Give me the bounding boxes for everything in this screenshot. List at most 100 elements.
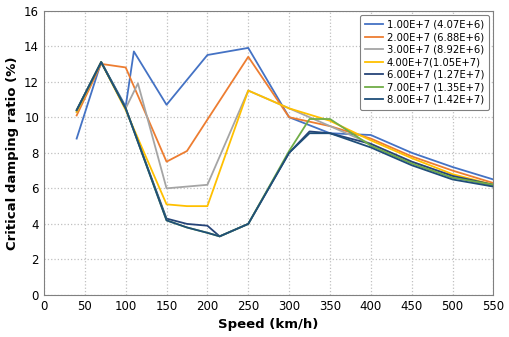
7.00E+7 (1.35E+7): [489, 183, 495, 187]
8.00E+7 (1.42E+7): [216, 234, 222, 238]
4.00E+7(1.05E+7): [245, 89, 251, 93]
7.00E+7 (1.35E+7): [122, 106, 128, 110]
7.00E+7 (1.35E+7): [367, 144, 373, 148]
2.00E+7 (6.88E+6): [122, 65, 128, 69]
1.00E+7 (4.07E+6): [73, 136, 79, 141]
Line: 1.00E+7 (4.07E+6): 1.00E+7 (4.07E+6): [76, 48, 492, 180]
2.00E+7 (6.88E+6): [408, 154, 414, 158]
Line: 8.00E+7 (1.42E+7): 8.00E+7 (1.42E+7): [76, 62, 492, 236]
1.00E+7 (4.07E+6): [163, 103, 169, 107]
6.00E+7 (1.27E+7): [245, 222, 251, 226]
7.00E+7 (1.35E+7): [73, 108, 79, 112]
1.00E+7 (4.07E+6): [245, 46, 251, 50]
Line: 3.00E+7 (8.92E+6): 3.00E+7 (8.92E+6): [76, 62, 492, 188]
7.00E+7 (1.35E+7): [245, 222, 251, 226]
6.00E+7 (1.27E+7): [216, 234, 222, 238]
3.00E+7 (8.92E+6): [163, 186, 169, 190]
8.00E+7 (1.42E+7): [489, 185, 495, 189]
4.00E+7(1.05E+7): [286, 106, 292, 110]
4.00E+7(1.05E+7): [98, 60, 104, 64]
3.00E+7 (8.92E+6): [184, 185, 190, 189]
8.00E+7 (1.42E+7): [367, 146, 373, 150]
6.00E+7 (1.27E+7): [163, 217, 169, 221]
7.00E+7 (1.35E+7): [216, 234, 222, 238]
2.00E+7 (6.88E+6): [163, 160, 169, 164]
7.00E+7 (1.35E+7): [448, 176, 455, 180]
6.00E+7 (1.27E+7): [184, 222, 190, 226]
7.00E+7 (1.35E+7): [306, 117, 312, 121]
8.00E+7 (1.42E+7): [326, 131, 332, 135]
1.00E+7 (4.07E+6): [122, 104, 128, 109]
1.00E+7 (4.07E+6): [286, 115, 292, 119]
7.00E+7 (1.35E+7): [326, 117, 332, 121]
1.00E+7 (4.07E+6): [367, 133, 373, 137]
4.00E+7(1.05E+7): [367, 138, 373, 142]
3.00E+7 (8.92E+6): [98, 60, 104, 64]
Line: 7.00E+7 (1.35E+7): 7.00E+7 (1.35E+7): [76, 62, 492, 236]
1.00E+7 (4.07E+6): [489, 178, 495, 182]
6.00E+7 (1.27E+7): [489, 183, 495, 187]
6.00E+7 (1.27E+7): [204, 224, 210, 228]
7.00E+7 (1.35E+7): [408, 161, 414, 165]
2.00E+7 (6.88E+6): [367, 136, 373, 141]
7.00E+7 (1.35E+7): [98, 60, 104, 64]
8.00E+7 (1.42E+7): [448, 178, 455, 182]
3.00E+7 (8.92E+6): [286, 106, 292, 110]
4.00E+7(1.05E+7): [122, 108, 128, 112]
3.00E+7 (8.92E+6): [204, 183, 210, 187]
1.00E+7 (4.07E+6): [130, 50, 136, 54]
4.00E+7(1.05E+7): [204, 204, 210, 208]
8.00E+7 (1.42E+7): [286, 151, 292, 155]
Y-axis label: Critical damping ratio (%): Critical damping ratio (%): [6, 56, 18, 249]
8.00E+7 (1.42E+7): [122, 106, 128, 110]
2.00E+7 (6.88E+6): [489, 181, 495, 185]
6.00E+7 (1.27E+7): [306, 129, 312, 133]
6.00E+7 (1.27E+7): [448, 174, 455, 178]
1.00E+7 (4.07E+6): [204, 53, 210, 57]
3.00E+7 (8.92E+6): [122, 106, 128, 110]
6.00E+7 (1.27E+7): [73, 108, 79, 112]
3.00E+7 (8.92E+6): [408, 160, 414, 164]
4.00E+7(1.05E+7): [184, 204, 190, 208]
7.00E+7 (1.35E+7): [204, 231, 210, 235]
6.00E+7 (1.27E+7): [286, 151, 292, 155]
2.00E+7 (6.88E+6): [98, 62, 104, 66]
4.00E+7(1.05E+7): [489, 183, 495, 187]
4.00E+7(1.05E+7): [73, 110, 79, 114]
3.00E+7 (8.92E+6): [448, 174, 455, 178]
3.00E+7 (8.92E+6): [326, 124, 332, 128]
8.00E+7 (1.42E+7): [98, 60, 104, 64]
8.00E+7 (1.42E+7): [73, 108, 79, 112]
2.00E+7 (6.88E+6): [245, 55, 251, 59]
3.00E+7 (8.92E+6): [134, 82, 140, 86]
2.00E+7 (6.88E+6): [326, 124, 332, 128]
6.00E+7 (1.27E+7): [122, 106, 128, 110]
6.00E+7 (1.27E+7): [367, 142, 373, 146]
4.00E+7(1.05E+7): [408, 156, 414, 160]
8.00E+7 (1.42E+7): [163, 218, 169, 222]
Line: 4.00E+7(1.05E+7): 4.00E+7(1.05E+7): [76, 62, 492, 206]
2.00E+7 (6.88E+6): [184, 149, 190, 153]
1.00E+7 (4.07E+6): [408, 151, 414, 155]
7.00E+7 (1.35E+7): [184, 225, 190, 229]
Line: 2.00E+7 (6.88E+6): 2.00E+7 (6.88E+6): [76, 57, 492, 183]
3.00E+7 (8.92E+6): [73, 110, 79, 114]
7.00E+7 (1.35E+7): [286, 149, 292, 153]
4.00E+7(1.05E+7): [326, 119, 332, 123]
2.00E+7 (6.88E+6): [448, 168, 455, 173]
1.00E+7 (4.07E+6): [98, 60, 104, 64]
4.00E+7(1.05E+7): [163, 202, 169, 206]
3.00E+7 (8.92E+6): [489, 185, 495, 189]
4.00E+7(1.05E+7): [448, 172, 455, 176]
1.00E+7 (4.07E+6): [326, 131, 332, 135]
3.00E+7 (8.92E+6): [245, 89, 251, 93]
Legend: 1.00E+7 (4.07E+6), 2.00E+7 (6.88E+6), 3.00E+7 (8.92E+6), 4.00E+7(1.05E+7), 6.00E: 1.00E+7 (4.07E+6), 2.00E+7 (6.88E+6), 3.…: [359, 14, 489, 110]
X-axis label: Speed (km/h): Speed (km/h): [218, 318, 318, 332]
6.00E+7 (1.27E+7): [408, 160, 414, 164]
8.00E+7 (1.42E+7): [408, 163, 414, 167]
1.00E+7 (4.07E+6): [448, 165, 455, 169]
8.00E+7 (1.42E+7): [306, 131, 312, 135]
2.00E+7 (6.88E+6): [286, 115, 292, 119]
8.00E+7 (1.42E+7): [204, 231, 210, 235]
3.00E+7 (8.92E+6): [367, 142, 373, 146]
